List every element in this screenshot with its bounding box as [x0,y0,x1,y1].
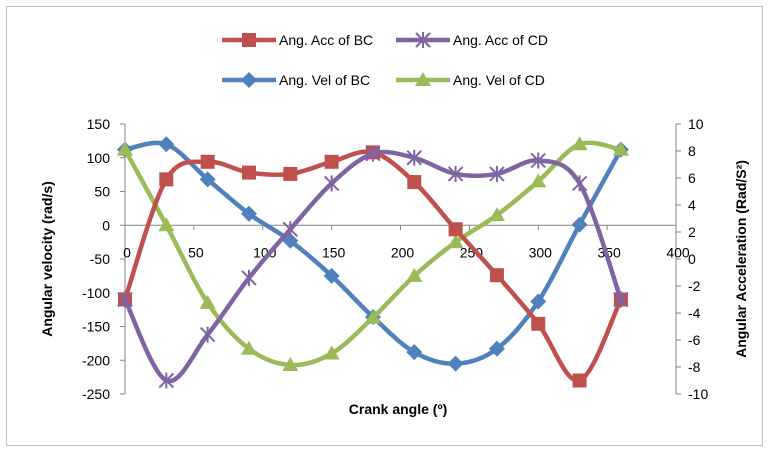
right-y-tick-label: 10 [688,116,704,132]
data-point [489,165,505,182]
left-y-tick-label: -50 [90,251,110,267]
right-y-tick-label: -2 [688,278,701,294]
x-tick-label: 200 [391,244,415,260]
data-point [241,165,256,180]
left-y-axis-title: Angular velocity (rad/s) [39,181,55,337]
data-point [200,154,215,169]
data-point [199,326,216,343]
data-point [240,340,257,355]
right-y-tick-label: -4 [688,305,701,321]
data-point [158,136,175,153]
legend-item-ang-vel-of-cd: Ang. Vel of CD [396,72,545,88]
right-y-tick-label: -8 [688,359,701,375]
data-point [323,175,340,192]
legend-item-ang-acc-of-bc: Ang. Acc of BC [222,32,373,48]
data-point [323,267,340,284]
data-point [283,166,298,181]
data-point [117,141,133,156]
x-tick-label: 0 [123,244,131,260]
data-point [365,145,381,162]
data-point [406,149,422,166]
left-y-tick-label: -200 [82,352,110,368]
series-group [117,136,629,389]
data-point [530,173,547,188]
data-point [407,175,422,190]
data-point [447,165,464,182]
legend-item-ang-acc-of-cd: Ang. Acc of CD [396,32,548,48]
legend-label: Ang. Vel of BC [279,72,370,88]
data-point [488,340,505,357]
x-tick-label: 400 [666,244,690,260]
legend-label: Ang. Acc of CD [453,32,548,48]
data-point [447,234,464,249]
data-point [530,293,547,310]
data-point [530,152,546,169]
left-y-tick-label: 0 [102,217,110,233]
data-point [158,372,175,389]
right-y-tick-label: 2 [688,224,696,240]
data-point [324,154,339,169]
legend-label: Ang. Acc of BC [279,32,373,48]
data-point [572,373,587,388]
left-y-tick-label: -150 [82,319,110,335]
x-tick-label: 150 [322,244,346,260]
data-point [199,171,216,188]
left-y-tick-label: -100 [82,285,110,301]
x-tick-label: 300 [529,244,553,260]
data-point [447,355,464,372]
right-y-tick-label: -6 [688,332,701,348]
right-y-tick-label: -10 [688,386,708,402]
data-point [489,268,504,283]
data-point [282,356,299,371]
data-point [117,291,133,308]
data-point [571,216,588,233]
right-y-tick-label: 0 [688,251,696,267]
x-tick-label: 100 [253,244,277,260]
data-point [531,316,546,331]
data-point [612,141,629,156]
legend: Ang. Acc of BC Ang. Acc of CD Ang. Vel of … [222,32,548,88]
left-y-tick-label: 150 [87,116,111,132]
data-point [448,222,463,237]
data-point [406,344,423,361]
data-point [159,172,174,187]
data-point [240,205,257,222]
right-y-tick-label: 4 [688,197,696,213]
series-ang-vel-of-cd [117,136,629,371]
legend-swatch-marker [242,33,256,47]
right-y-axis-title: Angular Acceleration (Rad/S²) [733,160,749,358]
right-y-tick-label: 8 [688,143,696,159]
legend-swatch-marker [415,72,431,86]
data-point [488,207,505,222]
tick-labels: 150100500-50-100-150-200-2501086420-2-4-… [82,116,708,402]
series-line [122,149,624,384]
left-y-tick-label: 50 [94,184,110,200]
data-point [571,175,588,192]
tick-marks [120,123,681,395]
left-y-tick-label: 100 [87,150,111,166]
data-point [406,267,423,282]
data-point [613,291,629,308]
data-point [364,309,381,324]
legend-label: Ang. Vel of CD [453,72,545,88]
series-ang-acc-of-cd [117,145,629,389]
right-y-tick-label: 6 [688,170,696,186]
chart-frame [6,6,763,446]
data-point [282,221,299,238]
legend-swatch-marker [415,32,431,48]
data-point [158,217,175,232]
legend-item-ang-vel-of-bc: Ang. Vel of BC [222,72,370,88]
data-point [323,345,340,360]
legend-swatch-marker [241,72,257,88]
data-point [571,136,588,151]
x-tick-label: 50 [188,244,204,260]
x-axis-title: Crank angle (º) [349,401,447,417]
data-point [199,294,216,309]
data-point [241,269,257,286]
left-y-tick-label: -250 [82,386,110,402]
